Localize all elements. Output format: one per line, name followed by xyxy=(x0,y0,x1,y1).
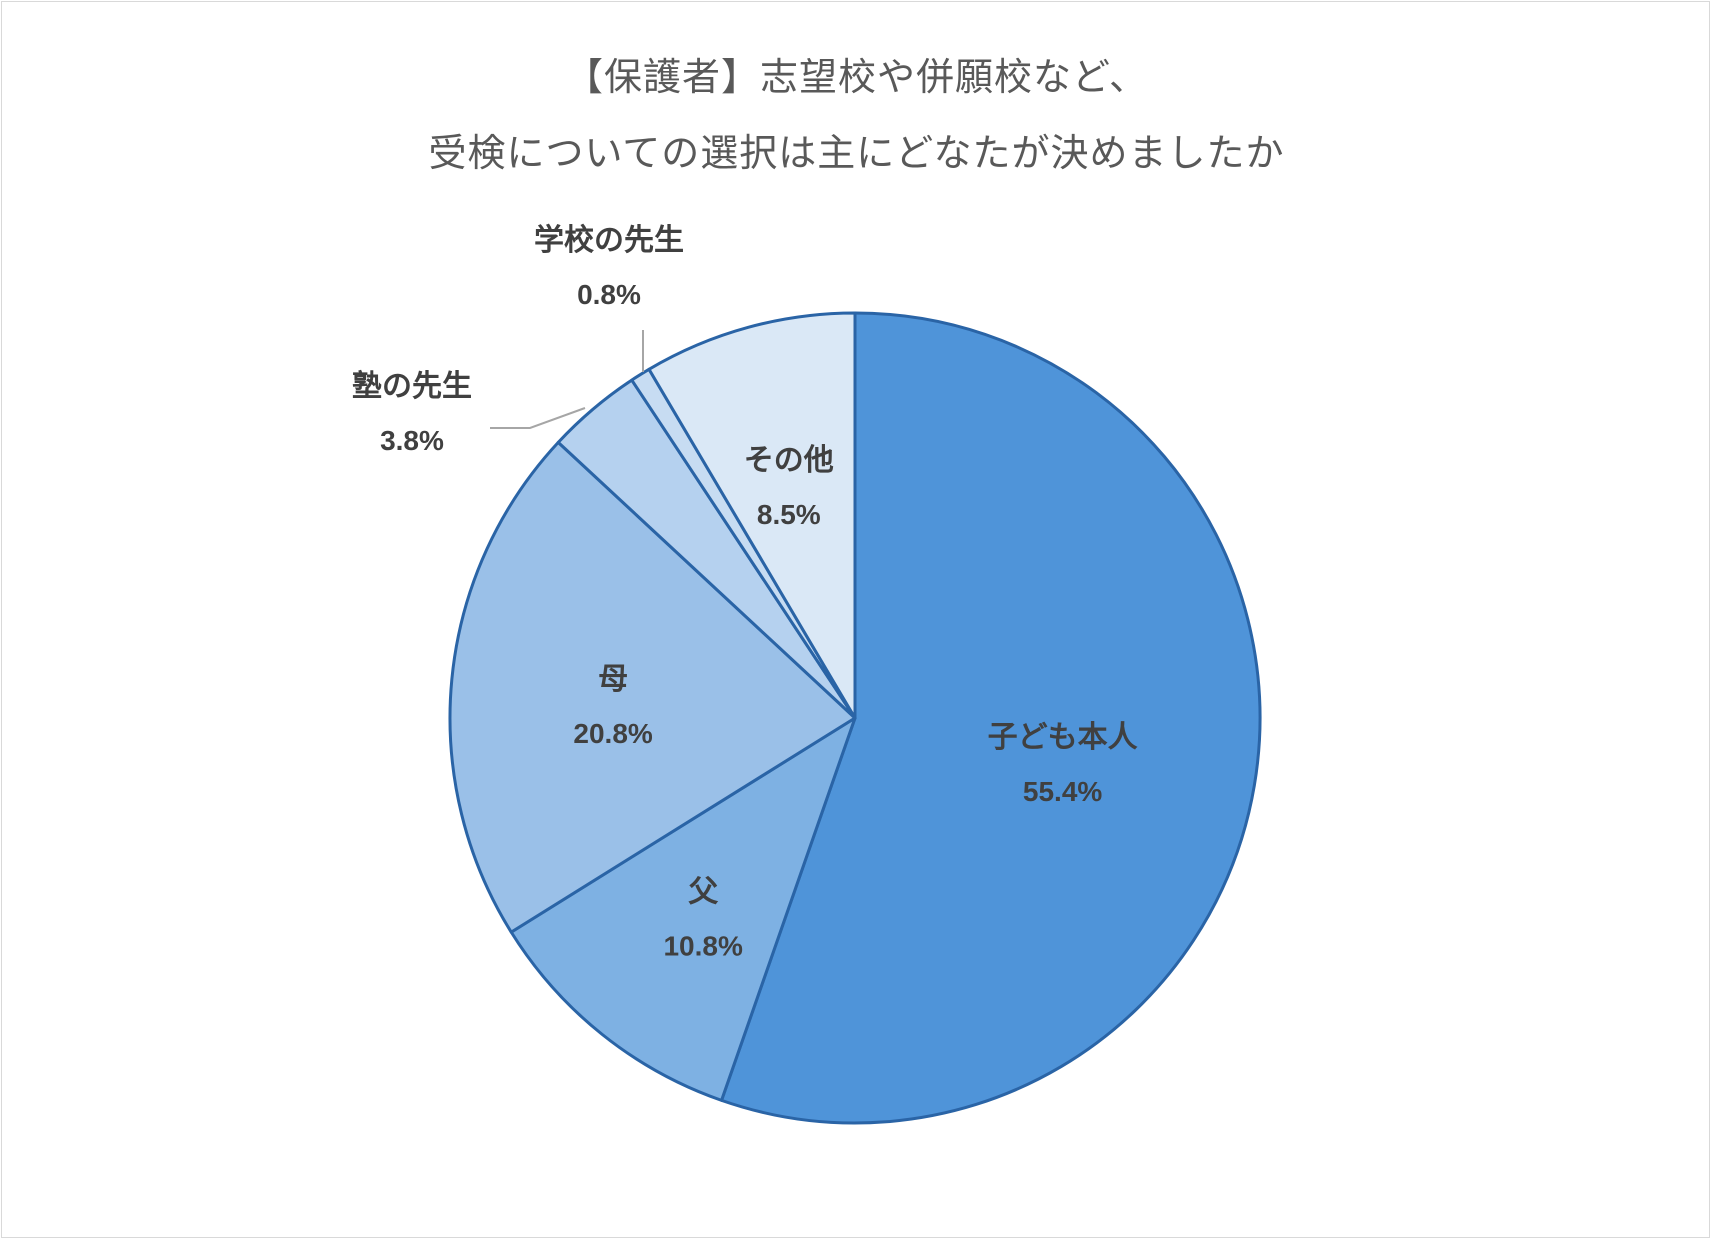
chart-title-line-2: 受検についての選択は主にどなたが決めましたか xyxy=(428,131,1285,175)
slice-1-category-label: 子ども本人 xyxy=(988,720,1138,755)
slice-6-category-label: その他 xyxy=(744,443,834,478)
chart-title-line-1: 【保護者】志望校や併願校など、 xyxy=(564,55,1149,99)
slice-2-value-label: 10.8% xyxy=(663,931,742,962)
slice-2-wedge xyxy=(509,716,857,1102)
slice-labels: 子ども本人 55.4% 父 10.8% 母 20.8% 塾の先生 3.8% 学校の先生 0.8% そ… xyxy=(352,223,1138,962)
slice-3-category-label: 母 xyxy=(598,662,628,697)
leader-lines xyxy=(490,330,644,429)
slice-2-category-label: 父 xyxy=(688,875,718,910)
slice-5-category-label: 学校の先生 xyxy=(534,223,684,258)
slice-6-value-label: 8.5% xyxy=(757,499,821,530)
slice-3-wedge xyxy=(448,440,857,934)
slice-4-leader-line xyxy=(490,407,586,429)
slice-5-value-label: 0.8% xyxy=(577,279,641,310)
pie-slices xyxy=(448,311,1262,1125)
slice-1-value-label: 55.4% xyxy=(1023,776,1102,807)
chart-title: 【保護者】志望校や併願校など、 受検についての選択は主にどなたが決めましたか xyxy=(0,48,1713,182)
slice-4-category-label: 塾の先生 xyxy=(352,369,472,404)
slice-6-wedge xyxy=(647,311,857,720)
slice-3-value-label: 20.8% xyxy=(573,718,652,749)
slice-4-value-label: 3.8% xyxy=(380,425,444,456)
